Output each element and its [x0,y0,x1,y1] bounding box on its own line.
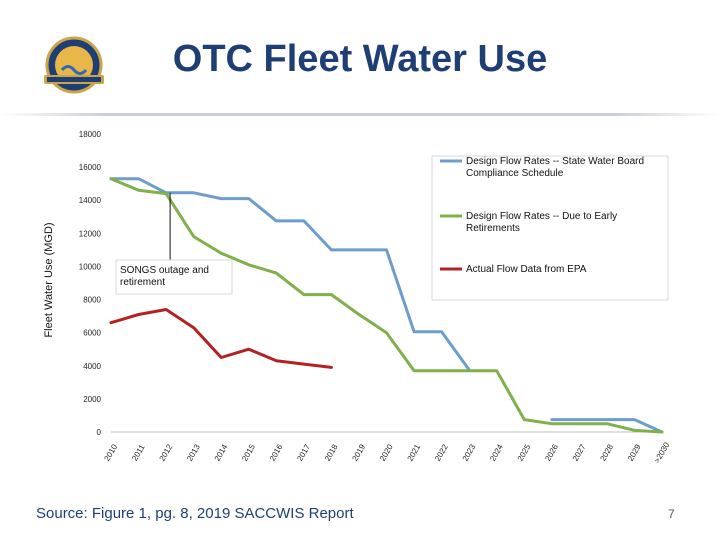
x-tick-label: 2016 [268,442,285,462]
y-tick-label: 12000 [79,229,102,238]
legend-box [431,155,669,301]
y-tick-label: 18000 [79,130,102,139]
x-tick-label: 2015 [240,442,257,462]
x-tick-label: 2013 [185,442,202,462]
x-tick-label: 2029 [626,442,643,462]
series-line-2 [109,177,664,434]
x-tick-label: 2028 [598,442,615,462]
x-tick-label: 2026 [543,442,560,462]
page-title: OTC Fleet Water Use [172,38,548,80]
annotation-label: SONGS outage and retirement [120,265,209,288]
y-tick-label: 2000 [83,395,101,404]
chart-annotation: SONGS outage and retirement [115,192,233,295]
page-number: 7 [668,507,675,521]
annotation-box [115,259,233,295]
x-tick-label: 2027 [571,442,588,462]
x-tick-label: 2020 [378,442,395,462]
y-tick-label: 16000 [79,163,102,172]
x-tick-label: 2019 [350,442,367,462]
x-tick-label: 2014 [213,442,230,462]
chart-series [109,177,664,434]
y-tick-label: 6000 [83,329,101,338]
source-note: Source: Figure 1, pg. 8, 2019 SACCWIS Re… [36,505,354,522]
y-tick-label: 14000 [79,196,102,205]
fleet-water-use-chart: 0 2000 4000 6000 8000 10000 12000 14000 16000 180… [43,130,672,465]
x-tick-label: 2010 [102,442,119,462]
x-tick-label: 2012 [158,442,175,462]
x-tick-label: >2030 [652,440,671,464]
x-tick-label: 2022 [433,442,450,462]
y-axis-label: Fleet Water Use (MGD) [43,222,55,337]
legend-label: Actual Flow Data from EPA [466,264,587,275]
x-tick-label: 2023 [461,442,478,462]
x-tick-label: 2017 [295,442,312,462]
x-tick-label: 2021 [406,442,423,462]
x-tick-label: 2011 [130,443,147,463]
legend-label: Design Flow Rates -- State Water Board Co… [466,156,644,179]
legend-label: Design Flow Rates -- Due to Early Retirem… [466,211,617,234]
y-tick-label: 4000 [83,362,101,371]
x-tick-label: 2025 [516,442,533,462]
title-divider [0,113,720,116]
y-tick-label: 8000 [83,296,101,305]
x-tick-label: 2024 [488,442,505,462]
y-tick-label: 10000 [79,262,102,271]
x-tick-label: 2018 [323,442,340,462]
series-line-3 [109,308,333,369]
y-tick-label: 0 [97,428,102,437]
chart-legend: Design Flow Rates -- State Water Board Co… [431,155,669,301]
state-water-board-seal-icon [38,34,110,96]
series-line-1 [109,177,664,434]
